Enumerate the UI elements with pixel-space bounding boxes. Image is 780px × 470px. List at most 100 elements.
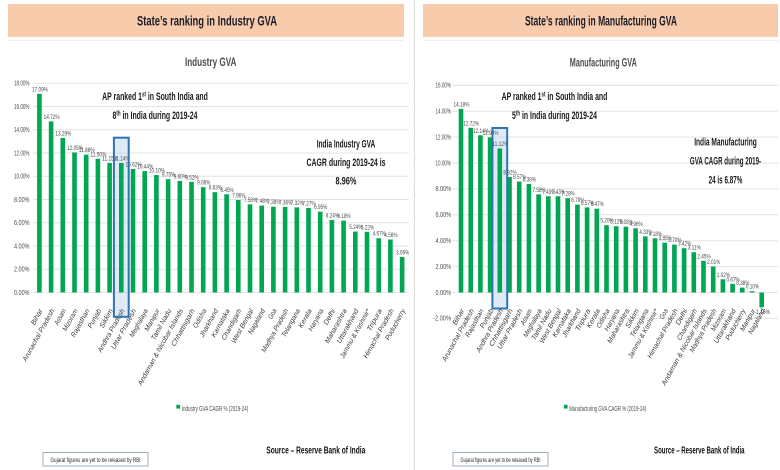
svg-text:10.10%: 10.10%: [149, 168, 165, 175]
svg-text:4.00%: 4.00%: [436, 238, 452, 245]
svg-text:2.00%: 2.00%: [436, 264, 452, 271]
svg-text:4.00%: 4.00%: [14, 243, 30, 250]
svg-text:24 is 6.87%: 24 is 6.87%: [709, 175, 743, 187]
svg-text:14.00%: 14.00%: [436, 109, 452, 116]
svg-text:Source – Reserve Bank of India: Source – Reserve Bank of India: [266, 445, 365, 457]
svg-text:3.85%: 3.85%: [659, 235, 672, 242]
svg-text:Goa: Goa: [267, 308, 278, 321]
svg-text:12.00%: 12.00%: [436, 134, 452, 141]
svg-text:-1.15%: -1.15%: [754, 309, 770, 316]
svg-text:India Industry GVA: India Industry GVA: [317, 139, 376, 151]
svg-text:17.09%: 17.09%: [32, 86, 48, 93]
svg-text:18.00%: 18.00%: [14, 81, 30, 88]
svg-text:6.00%: 6.00%: [436, 212, 452, 219]
svg-text:7.43%: 7.43%: [552, 189, 565, 196]
svg-text:4.56%: 4.56%: [384, 232, 397, 239]
svg-text:12.14%: 12.14%: [473, 128, 489, 135]
svg-text:11.86%: 11.86%: [79, 147, 95, 154]
svg-text:0.00%: 0.00%: [14, 290, 30, 297]
svg-text:3.70%: 3.70%: [668, 237, 681, 244]
svg-text:6.24%: 6.24%: [326, 212, 339, 219]
svg-text:India Manufacturing: India Manufacturing: [694, 137, 757, 149]
svg-text:0.10%: 0.10%: [746, 284, 759, 291]
svg-text:AP ranked 1st in South India a: AP ranked 1st in South India and: [102, 90, 208, 102]
svg-text:9.06%: 9.06%: [197, 180, 210, 187]
svg-text:8.92%: 8.92%: [503, 169, 516, 176]
svg-text:10.44%: 10.44%: [137, 164, 153, 171]
svg-text:0.00%: 0.00%: [436, 290, 452, 297]
svg-text:8.57%: 8.57%: [513, 174, 526, 181]
svg-text:0.67%: 0.67%: [727, 276, 740, 283]
svg-text:Manufacturing GVA CAGR % (2019: Manufacturing GVA CAGR % (2019-24): [569, 406, 646, 413]
svg-text:6.18%: 6.18%: [338, 213, 351, 220]
svg-text:11.98%: 11.98%: [483, 130, 499, 137]
svg-text:7.48%: 7.48%: [256, 198, 269, 205]
svg-text:7.36%: 7.36%: [279, 199, 292, 206]
svg-text:4.67%: 4.67%: [373, 231, 386, 238]
svg-text:Source – Reserve Bank of India: Source – Reserve Bank of India: [654, 445, 745, 457]
svg-text:4.18%: 4.18%: [649, 231, 662, 238]
svg-text:12.00%: 12.00%: [14, 150, 30, 157]
svg-text:7.58%: 7.58%: [244, 197, 257, 204]
svg-text:0.38%: 0.38%: [736, 280, 749, 287]
svg-text:13.29%: 13.29%: [55, 131, 71, 138]
svg-text:CAGR during 2019-24 is: CAGR during 2019-24 is: [307, 157, 386, 169]
svg-text:4.33%: 4.33%: [639, 229, 652, 236]
svg-text:16.00%: 16.00%: [436, 83, 452, 90]
svg-text:14.00%: 14.00%: [14, 127, 30, 134]
svg-text:10.00%: 10.00%: [14, 174, 30, 181]
svg-text:4.96%: 4.96%: [630, 221, 643, 228]
svg-text:11.14%: 11.14%: [114, 155, 130, 162]
svg-text:6.79%: 6.79%: [571, 197, 584, 204]
svg-text:7.58%: 7.58%: [533, 187, 546, 194]
svg-text:Manufacturing GVA: Manufacturing GVA: [570, 58, 637, 70]
svg-text:3.42%: 3.42%: [678, 241, 691, 248]
svg-text:14.18%: 14.18%: [454, 101, 470, 108]
svg-text:State’s ranking in Manufacturi: State’s ranking in Manufacturing GVA: [525, 14, 677, 29]
svg-text:7.38%: 7.38%: [267, 199, 280, 206]
svg-text:7.43%: 7.43%: [542, 189, 555, 196]
svg-text:5.12%: 5.12%: [610, 219, 623, 226]
svg-text:State’s ranking in Industry GV: State’s ranking in Industry GVA: [137, 14, 277, 29]
svg-text:5.20%: 5.20%: [600, 218, 613, 225]
svg-text:5.08%: 5.08%: [620, 219, 633, 226]
svg-text:2.45%: 2.45%: [697, 253, 710, 260]
svg-text:6.95%: 6.95%: [314, 204, 327, 211]
svg-text:Goa: Goa: [659, 308, 670, 321]
svg-text:8.63%: 8.63%: [209, 185, 222, 192]
svg-text:-2.00%: -2.00%: [433, 316, 451, 323]
svg-text:8.45%: 8.45%: [221, 187, 234, 194]
svg-text:6.47%: 6.47%: [591, 201, 604, 208]
svg-text:AP ranked 1st in South India a: AP ranked 1st in South India and: [502, 90, 608, 102]
svg-text:11.15%: 11.15%: [102, 155, 118, 162]
svg-text:7.96%: 7.96%: [232, 192, 245, 199]
svg-text:9.52%: 9.52%: [185, 174, 198, 181]
svg-text:8.00%: 8.00%: [436, 186, 452, 193]
svg-text:11.50%: 11.50%: [90, 151, 106, 158]
svg-text:Gujarat figures are yet to be: Gujarat figures are yet to be released b…: [461, 457, 541, 464]
svg-text:8th in India during 2019-24: 8th in India during 2019-24: [113, 109, 199, 121]
svg-text:7.32%: 7.32%: [291, 200, 304, 207]
svg-text:8.00%: 8.00%: [14, 197, 30, 204]
svg-text:2.01%: 2.01%: [707, 259, 720, 266]
svg-text:3.11%: 3.11%: [688, 245, 701, 252]
svg-text:GVA CAGR during 2019-: GVA CAGR during 2019-: [690, 156, 761, 168]
svg-text:Industry GVA CAGR % (2019-24): Industry GVA CAGR % (2019-24): [182, 406, 249, 413]
svg-text:12.05%: 12.05%: [67, 145, 83, 152]
svg-text:2.00%: 2.00%: [14, 267, 30, 274]
svg-text:6.57%: 6.57%: [581, 200, 594, 207]
svg-text:12.72%: 12.72%: [463, 120, 479, 127]
svg-text:10.00%: 10.00%: [436, 160, 452, 167]
svg-text:7.28%: 7.28%: [562, 191, 575, 198]
svg-text:11.12%: 11.12%: [492, 141, 508, 148]
svg-text:8.96%: 8.96%: [336, 176, 357, 188]
svg-text:Industry GVA: Industry GVA: [185, 57, 237, 69]
svg-text:9.60%: 9.60%: [174, 173, 187, 180]
svg-text:8.38%: 8.38%: [523, 176, 536, 183]
svg-text:16.00%: 16.00%: [14, 104, 30, 111]
svg-text:5.24%: 5.24%: [349, 224, 362, 231]
svg-text:7.27%: 7.27%: [302, 200, 315, 207]
svg-text:10.62%: 10.62%: [126, 162, 142, 169]
svg-text:5th in India during 2019-24: 5th in India during 2019-24: [512, 109, 598, 121]
svg-text:9.75%: 9.75%: [162, 172, 175, 179]
